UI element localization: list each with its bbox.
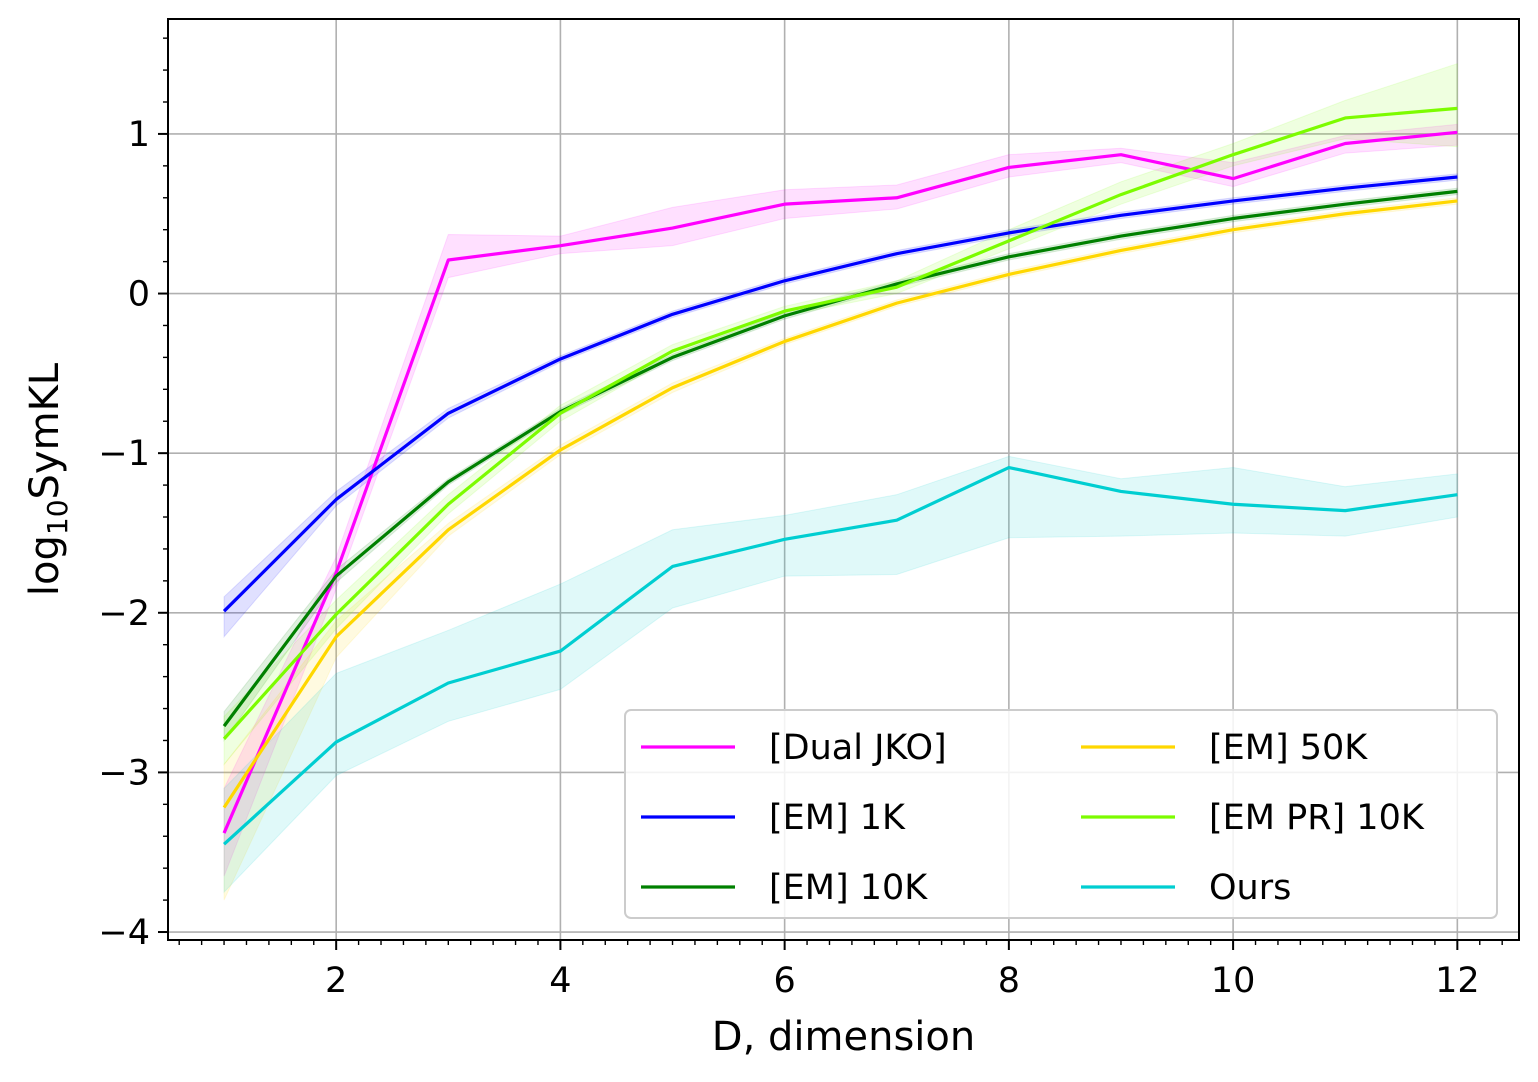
confidence-band [223,455,1458,894]
series-line [222,130,1458,834]
axis-ticks: 2 4 6 8 10 12 −4 −3 −2 −1 0 1 [98,37,1503,1001]
x-tick-label: 6 [773,961,795,1001]
series-line [222,465,1458,846]
series-lines [222,106,1458,846]
y-tick-label: −4 [98,913,150,953]
y-axis-label: log10SymKL [22,362,74,596]
x-tick-label: 10 [1211,961,1256,1001]
y-axis-label-rest: SymKL [22,362,68,499]
x-tick-label: 8 [998,961,1020,1001]
legend-box [624,709,1498,919]
y-axis-label-subscript: 10 [41,499,74,535]
legend: [Dual JKO] [EM] 1K [EM] 10K [EM] 50K [EM PR]… [624,709,1498,919]
legend-label: [EM] 1K [769,798,906,838]
grid [168,19,1519,940]
x-tick-label: 12 [1435,961,1480,1001]
plot-frame [167,18,1520,941]
confidence-band [223,197,1458,901]
y-tick-label: −3 [98,753,150,793]
legend-label: Ours [1209,868,1291,908]
y-tick-label: −2 [98,594,150,634]
y-tick-label: 1 [128,115,150,155]
y-tick-label: 0 [128,275,150,315]
series-line [222,106,1458,740]
legend-label: [EM] 50K [1209,728,1368,768]
legend-label: [EM PR] 10K [1209,798,1425,838]
confidence-band [223,123,1458,877]
legend-label: [EM] 10K [769,868,928,908]
legend-label: [Dual JKO] [769,728,947,768]
x-tick-label: 4 [549,961,571,1001]
confidence-band [223,63,1458,766]
series-line [222,199,1458,809]
y-axis-label-main: log [22,535,68,596]
y-tick-label: −1 [98,434,150,474]
x-tick-label: 2 [325,961,347,1001]
series-line [222,175,1458,613]
x-axis-label: D, dimension [712,1014,975,1060]
